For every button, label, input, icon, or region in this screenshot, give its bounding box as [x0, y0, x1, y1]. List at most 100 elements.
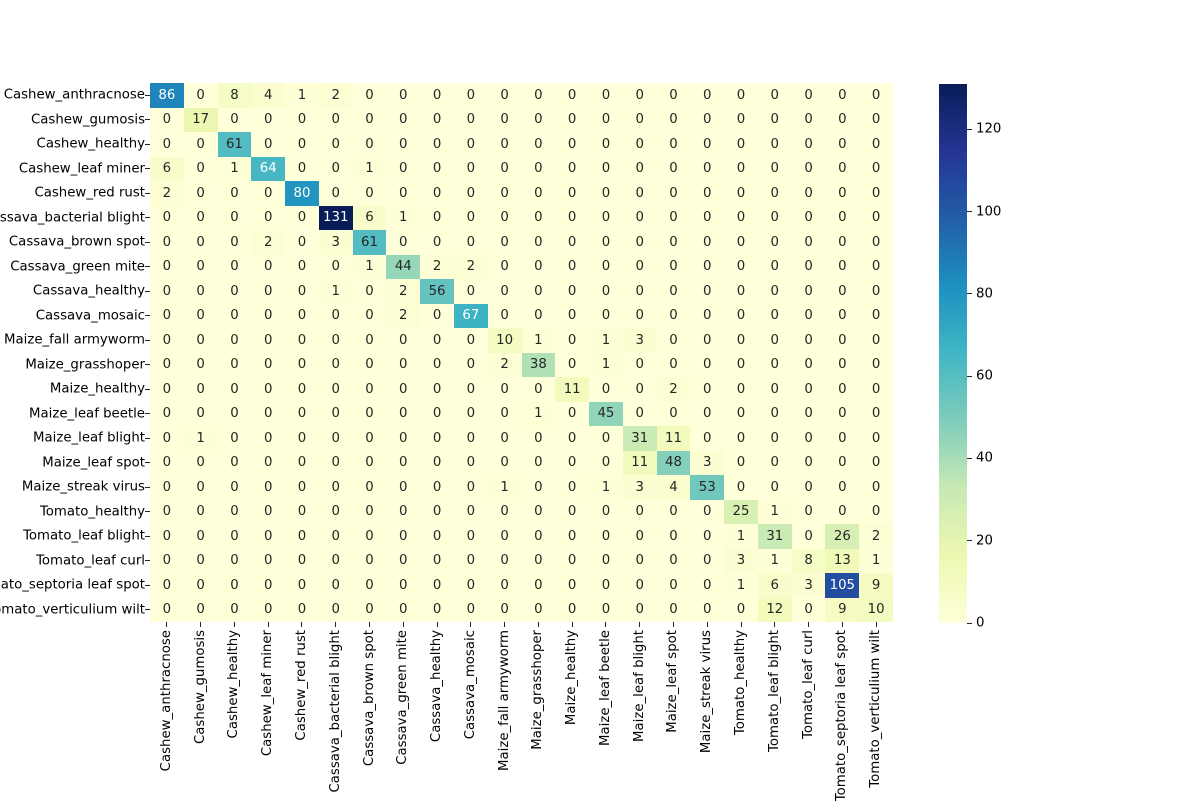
heatmap-cell: 0	[859, 450, 893, 475]
heatmap-cell: 0	[150, 573, 184, 598]
heatmap-cell: 0	[859, 181, 893, 206]
heatmap-cell: 0	[217, 524, 252, 549]
heatmap-cell: 0	[386, 107, 421, 132]
heatmap-cell: 0	[690, 548, 725, 573]
y-tick-mark	[145, 584, 150, 586]
heatmap-cell: 2	[318, 83, 353, 108]
heatmap-cell: 0	[791, 181, 826, 206]
heatmap-cell: 0	[791, 426, 826, 451]
heatmap-cell: 0	[318, 426, 353, 451]
heatmap-cell: 0	[555, 426, 590, 451]
heatmap-cell: 2	[386, 303, 421, 328]
heatmap-cell: 0	[420, 475, 454, 500]
heatmap-cell: 12	[757, 597, 792, 622]
colorbar-tick-mark	[967, 375, 972, 377]
heatmap-cell: 0	[183, 524, 218, 549]
heatmap-cell: 1	[589, 352, 623, 377]
heatmap-cell: 0	[183, 573, 218, 598]
heatmap-cell: 0	[589, 450, 623, 475]
heatmap-cell: 0	[757, 401, 792, 426]
heatmap-cell: 0	[386, 83, 421, 108]
y-tick-label: Cassava_green mite	[10, 259, 145, 275]
heatmap-cell: 0	[386, 573, 421, 598]
heatmap-cell: 0	[690, 328, 725, 353]
heatmap-cell: 3	[791, 573, 826, 598]
heatmap-cell: 0	[724, 83, 758, 108]
heatmap-cell: 0	[150, 475, 184, 500]
x-tick-mark	[605, 622, 607, 627]
heatmap-cell: 0	[217, 597, 252, 622]
y-tick-label: Maize_leaf beetle	[29, 406, 145, 422]
heatmap-cell: 0	[724, 230, 758, 255]
heatmap-cell: 0	[757, 279, 792, 304]
heatmap-cell: 4	[656, 475, 691, 500]
y-tick-mark	[145, 486, 150, 488]
heatmap-cell: 0	[183, 401, 218, 426]
heatmap-cell: 0	[453, 475, 488, 500]
heatmap-cell: 0	[589, 132, 623, 157]
colorbar	[939, 84, 967, 623]
heatmap-cell: 0	[217, 205, 252, 230]
heatmap-cell: 0	[724, 156, 758, 181]
heatmap-cell: 0	[386, 499, 421, 524]
heatmap-cell: 0	[420, 401, 454, 426]
y-tick-mark	[145, 388, 150, 390]
heatmap-cell: 0	[487, 450, 522, 475]
heatmap-cell: 0	[251, 352, 286, 377]
heatmap-cell: 0	[757, 181, 792, 206]
heatmap-cell: 11	[555, 377, 590, 402]
heatmap-cell: 0	[521, 499, 556, 524]
heatmap-cell: 0	[589, 254, 623, 279]
heatmap-cell: 0	[825, 401, 860, 426]
heatmap-cell: 0	[589, 573, 623, 598]
heatmap-cell: 0	[420, 107, 454, 132]
x-tick-label: Maize_leaf beetle	[597, 630, 613, 746]
x-tick-label: Tomato_verticulium wilt	[868, 630, 884, 788]
y-tick-mark	[145, 609, 150, 611]
heatmap-cell: 1	[589, 328, 623, 353]
heatmap-cell: 0	[285, 230, 319, 255]
heatmap-cell: 0	[285, 254, 319, 279]
heatmap-cell: 0	[791, 450, 826, 475]
heatmap-cell: 0	[690, 279, 725, 304]
heatmap-cell: 0	[352, 83, 387, 108]
heatmap-cell: 0	[217, 107, 252, 132]
heatmap-cell: 0	[420, 303, 454, 328]
heatmap-cell: 0	[622, 573, 657, 598]
heatmap-cell: 0	[386, 352, 421, 377]
x-tick-label: Tomato_healthy	[733, 630, 749, 736]
y-tick-label: Tomato_leaf curl	[36, 553, 145, 569]
heatmap-cell: 0	[825, 181, 860, 206]
heatmap-cell: 0	[690, 303, 725, 328]
heatmap-cell: 0	[859, 352, 893, 377]
heatmap-cell: 0	[656, 205, 691, 230]
heatmap-cell: 38	[521, 352, 556, 377]
heatmap-cell: 0	[453, 377, 488, 402]
heatmap-cell: 0	[183, 181, 218, 206]
heatmap-cell: 2	[656, 377, 691, 402]
heatmap-cell: 0	[352, 426, 387, 451]
heatmap-cell: 0	[622, 230, 657, 255]
heatmap-cell: 0	[420, 328, 454, 353]
heatmap-cell: 67	[453, 303, 488, 328]
heatmap-cell: 0	[859, 230, 893, 255]
y-tick-mark	[145, 192, 150, 194]
heatmap-cell: 0	[791, 377, 826, 402]
heatmap-cell: 0	[318, 181, 353, 206]
heatmap-cell: 0	[690, 83, 725, 108]
heatmap-cell: 1	[589, 475, 623, 500]
heatmap-cell: 0	[521, 548, 556, 573]
heatmap-cell: 0	[724, 377, 758, 402]
heatmap-cell: 0	[318, 475, 353, 500]
heatmap-cell: 0	[420, 426, 454, 451]
x-tick-mark	[639, 622, 641, 627]
x-tick-label: Maize_fall armyworm	[496, 630, 512, 771]
heatmap-cell: 0	[622, 254, 657, 279]
heatmap-cell: 0	[757, 107, 792, 132]
heatmap-cell: 0	[217, 352, 252, 377]
y-tick-label: Tomato_verticulium wilt	[0, 602, 145, 618]
heatmap-cell: 0	[859, 377, 893, 402]
heatmap-cell: 0	[622, 499, 657, 524]
colorbar-tick-mark	[967, 211, 972, 213]
x-tick-label: Cashew_anthracnose	[158, 630, 174, 772]
